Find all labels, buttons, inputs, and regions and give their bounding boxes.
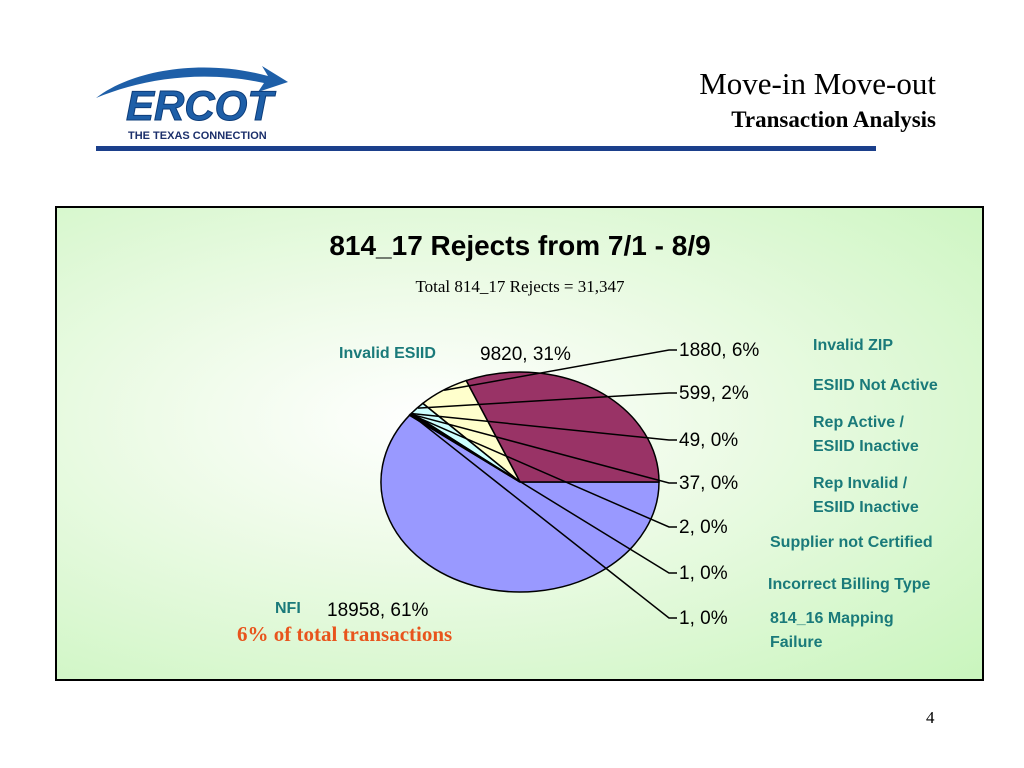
- header-divider: [96, 146, 876, 151]
- leader-line-incorrect-billing-type: [410, 414, 677, 574]
- category-label-814-16-mapping-failure-line2: Failure: [770, 634, 823, 651]
- category-label-nfi: NFI: [275, 600, 301, 617]
- logo-swoosh: [96, 66, 288, 98]
- category-label-incorrect-billing-type: Incorrect Billing Type: [768, 576, 931, 593]
- value-label-rep-invalid-esiid-inactive: 37, 0%: [679, 473, 738, 494]
- pie-slice-invalid-esiid: [465, 371, 660, 483]
- chart-note: 6% of total transactions: [237, 622, 452, 646]
- leader-line-rep-invalid-esiid-inactive: [411, 413, 677, 484]
- category-label-supplier-not-certified: Supplier not Certified: [770, 534, 933, 551]
- category-label-invalid-esiid: Invalid ESIID: [339, 345, 436, 362]
- leader-line-814-16-mapping-failure: [410, 414, 677, 619]
- value-label-rep-active-esiid-inactive: 49, 0%: [679, 430, 738, 451]
- value-label-invalid-zip: 1880, 6%: [679, 340, 759, 361]
- slide-title: Move-in Move-out: [699, 66, 936, 101]
- value-label-nfi: 18958, 61%: [327, 600, 429, 621]
- value-label-incorrect-billing-type: 1, 0%: [679, 563, 728, 584]
- leader-line-supplier-not-certified: [410, 413, 677, 528]
- category-label-rep-invalid-esiid-inactive-line1: Rep Invalid /: [813, 475, 908, 492]
- ercot-logo: ERCOT THE TEXAS CONNECTION: [96, 66, 288, 142]
- leader-line-invalid-zip: [443, 349, 677, 392]
- leader-line-rep-active-esiid-inactive: [412, 412, 677, 441]
- category-label-rep-invalid-esiid-inactive-line2: ESIID Inactive: [813, 499, 919, 516]
- chart-subtitle: Total 814_17 Rejects = 31,347: [415, 277, 625, 296]
- value-label-invalid-esiid: 9820, 31%: [480, 344, 571, 365]
- value-label-esiid-not-active: 599, 2%: [679, 383, 749, 404]
- category-label-invalid-zip: Invalid ZIP: [813, 337, 893, 354]
- logo-tagline: THE TEXAS CONNECTION: [128, 130, 267, 142]
- category-label-rep-active-esiid-inactive-line1: Rep Active /: [813, 414, 905, 431]
- leader-line-esiid-not-active: [417, 392, 677, 409]
- category-label-esiid-not-active: ESIID Not Active: [813, 377, 938, 394]
- page-number: 4: [926, 708, 935, 727]
- pie-chart: 814_17 Rejects from 7/1 - 8/9 Total 814_…: [237, 230, 938, 651]
- pie-slice-nfi: [380, 413, 660, 593]
- category-label-814-16-mapping-failure-line1: 814_16 Mapping: [770, 610, 894, 627]
- logo-wordmark: ERCOT: [126, 82, 276, 129]
- value-label-supplier-not-certified: 2, 0%: [679, 517, 728, 538]
- chart-title: 814_17 Rejects from 7/1 - 8/9: [329, 230, 710, 261]
- chart-panel: 814_17 Rejects from 7/1 - 8/9 Total 814_…: [55, 206, 984, 681]
- value-label-814-16-mapping-failure: 1, 0%: [679, 608, 728, 629]
- category-label-rep-active-esiid-inactive-line2: ESIID Inactive: [813, 438, 919, 455]
- slide-subtitle: Transaction Analysis: [731, 107, 936, 132]
